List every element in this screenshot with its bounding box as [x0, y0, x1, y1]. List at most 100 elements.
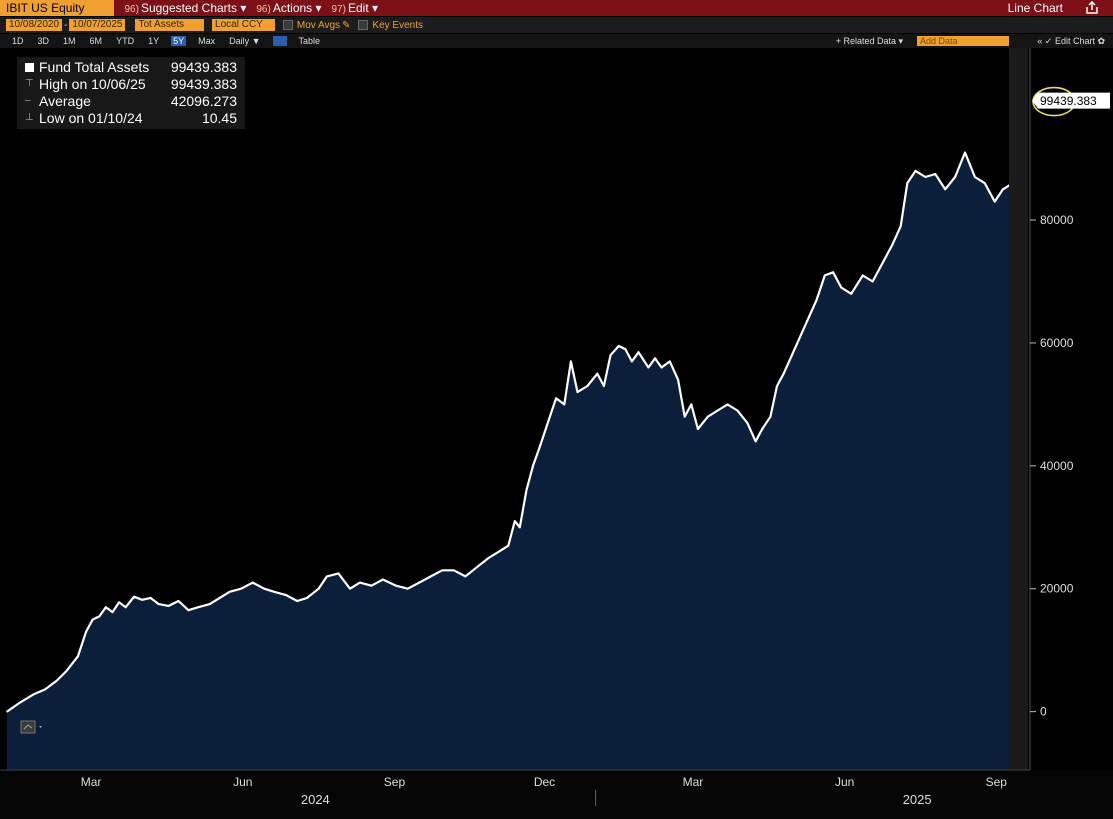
key-events-label[interactable]: Key Events	[372, 19, 424, 31]
y-tick-label: 80000	[1040, 213, 1074, 227]
x-tick-label: Jun	[233, 775, 252, 789]
period-3d[interactable]: 3D	[37, 36, 50, 46]
data-point	[576, 391, 579, 393]
data-point	[507, 544, 510, 547]
data-point	[563, 403, 566, 406]
period-1m[interactable]: 1M	[63, 36, 76, 46]
data-point	[91, 618, 94, 621]
data-point	[832, 271, 834, 274]
period-ytd[interactable]: YTD	[116, 36, 135, 46]
data-point	[964, 151, 966, 154]
data-point	[974, 176, 976, 178]
currency-selector[interactable]: Local CCY	[212, 19, 275, 31]
data-point	[824, 274, 826, 277]
data-point	[944, 188, 946, 191]
last-value-label: 99439.383	[1040, 94, 1097, 108]
data-point	[617, 345, 620, 347]
chart-options-icon[interactable]	[20, 720, 46, 734]
ticker-field[interactable]: IBIT US Equity	[0, 0, 115, 16]
data-point	[914, 170, 917, 172]
share-icon[interactable]	[1085, 1, 1099, 15]
data-point	[263, 587, 266, 590]
data-point	[924, 176, 927, 178]
chart-style-icon[interactable]	[272, 36, 287, 46]
x-year-label: 2024	[301, 792, 330, 807]
data-point	[464, 575, 467, 578]
table-button[interactable]: Table	[298, 36, 321, 46]
period-5y[interactable]: 5Y	[171, 36, 187, 46]
data-point	[149, 597, 152, 599]
data-point	[77, 655, 79, 658]
data-point	[637, 351, 640, 354]
data-point	[406, 587, 409, 590]
data-point	[370, 584, 373, 587]
data-point	[85, 630, 87, 633]
data-point	[418, 581, 421, 584]
data-point	[19, 701, 22, 704]
data-point	[525, 489, 528, 492]
period-6m[interactable]: 6M	[89, 36, 103, 46]
data-point	[44, 688, 46, 691]
data-point	[761, 428, 763, 430]
data-point	[984, 182, 986, 184]
data-point	[476, 566, 478, 568]
data-point	[519, 526, 521, 529]
add-data-input[interactable]: Add Data	[917, 36, 1009, 46]
menu-number: 96)	[256, 4, 271, 15]
data-point	[349, 587, 351, 590]
y-axis-strip	[1009, 48, 1028, 770]
x-tick-label: Sep	[384, 775, 406, 789]
period-max[interactable]: Max	[198, 36, 216, 46]
menu-label: Actions ▾	[272, 1, 322, 15]
y-tick-label: 60000	[1040, 336, 1074, 350]
data-point	[754, 440, 757, 443]
data-point	[954, 176, 956, 178]
suggested-charts-menu[interactable]: 96) Suggested Charts ▾	[124, 1, 246, 15]
data-point	[609, 354, 612, 357]
data-point	[1002, 188, 1004, 191]
menu-bar: IBIT US Equity 96) Suggested Charts ▾ 96)…	[0, 0, 1113, 16]
legend-row-series[interactable]: Fund Total Assets 99439.383	[23, 59, 241, 76]
actions-menu[interactable]: 96) Actions ▾	[256, 1, 321, 15]
pencil-icon[interactable]: ✎	[342, 19, 351, 31]
mov-avgs-label[interactable]: Mov Avgs	[296, 19, 341, 31]
data-point	[141, 599, 143, 601]
data-point	[647, 366, 650, 369]
menu-label: Suggested Charts ▾	[140, 1, 247, 15]
data-point	[807, 317, 810, 320]
field-selector[interactable]: Tot Assets	[135, 19, 205, 31]
data-point	[993, 200, 996, 203]
data-point	[716, 409, 719, 412]
end-date-field[interactable]: 10/07/2025	[69, 19, 126, 31]
data-point	[547, 422, 549, 424]
mov-avgs-checkbox[interactable]	[282, 20, 293, 30]
menu-number: 96)	[124, 4, 139, 15]
data-point	[326, 575, 328, 578]
data-point	[187, 609, 190, 611]
chart-type-label[interactable]: Line Chart	[1007, 1, 1063, 15]
data-point	[251, 581, 254, 584]
data-point	[891, 243, 894, 246]
data-point	[726, 403, 729, 406]
legend-value: 99439.383	[170, 59, 237, 75]
legend-label: Low on 01/10/24	[39, 110, 143, 126]
data-point	[209, 603, 211, 605]
data-point	[55, 680, 58, 682]
data-point	[840, 286, 843, 289]
high-marker-icon: ⊤	[25, 78, 34, 89]
data-point	[197, 606, 200, 608]
period-1y[interactable]: 1Y	[148, 36, 160, 46]
related-data-menu[interactable]: + Related Data ▾	[835, 36, 903, 46]
data-point	[133, 595, 135, 598]
data-point	[532, 465, 534, 467]
legend-row-high: ⊤ High on 10/06/25 99439.383	[23, 76, 241, 93]
area-layer	[6, 99, 1056, 771]
edit-menu[interactable]: 97) Edit ▾	[332, 1, 379, 15]
data-point	[697, 428, 699, 430]
edit-chart-button[interactable]: « ✓ Edit Chart ✿	[1037, 36, 1105, 46]
period-1d[interactable]: 1D	[12, 36, 24, 46]
frequency-selector[interactable]: Daily ▼	[229, 36, 261, 46]
start-date-field[interactable]: 10/08/2020	[6, 19, 63, 31]
menu-number: 97)	[331, 4, 346, 15]
key-events-checkbox[interactable]	[358, 20, 369, 30]
